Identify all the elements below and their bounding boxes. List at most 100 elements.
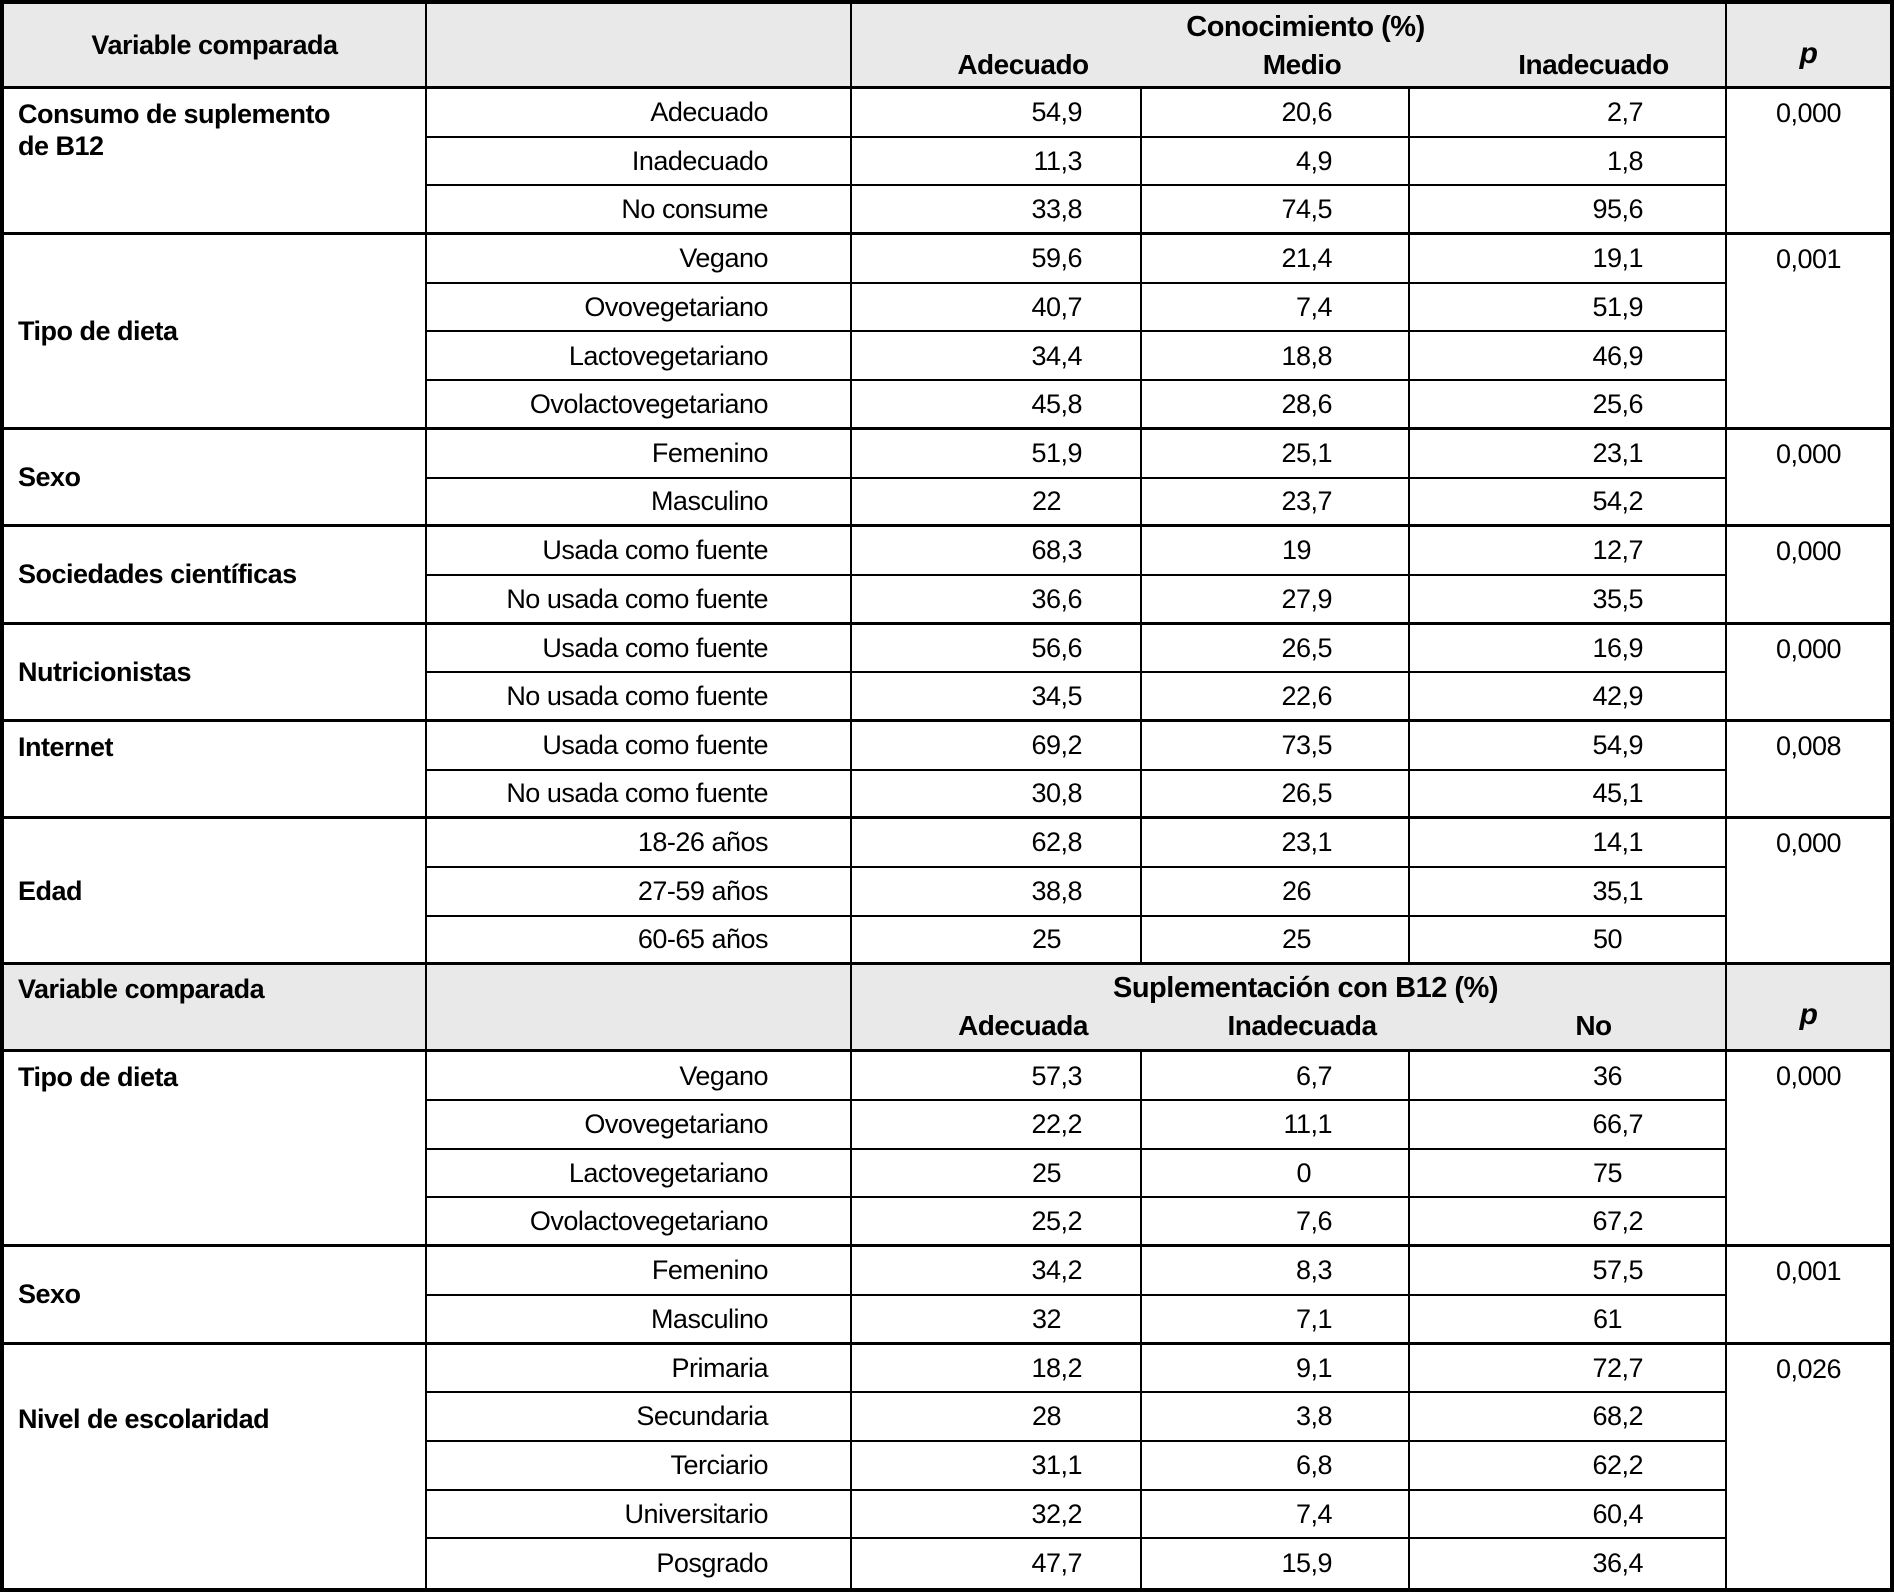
value-cell: 1,8 <box>1410 137 1727 187</box>
value-cell: 62,8 <box>852 819 1142 869</box>
value-cell: 54,9 <box>1410 721 1727 771</box>
value-cell: 45,1 <box>1410 770 1727 820</box>
value-cell: 45,8 <box>852 381 1142 430</box>
value-cell: 34,2 <box>852 1247 1142 1296</box>
value-cell: 23,7 <box>1142 478 1410 528</box>
value-cell: 32,2 <box>852 1490 1142 1540</box>
value-cell: 35,1 <box>1410 868 1727 917</box>
header-subcolumns: Adecuada Inadecuada No <box>852 1009 1725 1043</box>
category-cell: Secundaria <box>427 1393 852 1442</box>
variable-cell: Tipo de dieta <box>4 235 427 430</box>
value-cell: 23,1 <box>1142 819 1410 869</box>
value-cell: 16,9 <box>1410 624 1727 674</box>
category-cell: Adecuado <box>427 89 852 138</box>
value-cell: 75 <box>1410 1149 1727 1199</box>
header-empty-cell <box>427 4 852 89</box>
value-cell: 15,9 <box>1142 1539 1410 1588</box>
category-cell: Usada como fuente <box>427 527 852 576</box>
value-cell: 36,4 <box>1410 1539 1727 1588</box>
variable-cell: Sexo <box>4 429 427 528</box>
category-cell: Posgrado <box>427 1539 852 1588</box>
variable-cell: Internet <box>4 721 427 820</box>
column-header-medio: Medio <box>1262 48 1342 80</box>
comparison-table-grid: Variable comparada Conocimiento (%) Adecua… <box>4 4 1890 1588</box>
value-cell: 54,9 <box>852 89 1142 138</box>
header-variable-label: Variable comparada <box>4 965 427 1053</box>
category-cell: Vegano <box>427 1052 852 1102</box>
p-value-cell: 0,000 <box>1727 527 1890 625</box>
value-cell: 62,2 <box>1410 1441 1727 1491</box>
category-cell: Lactovegetariano <box>427 1149 852 1199</box>
value-cell: 25 <box>1142 916 1410 966</box>
value-cell: 22,6 <box>1142 673 1410 722</box>
value-cell: 57,3 <box>852 1052 1142 1102</box>
value-cell: 54,2 <box>1410 478 1727 528</box>
category-cell: Masculino <box>427 1295 852 1345</box>
p-value-cell: 0,008 <box>1727 722 1890 820</box>
header-group-title: Suplementación con B12 (%) <box>1112 972 1499 1005</box>
value-cell: 0 <box>1142 1149 1410 1199</box>
p-column-header: p <box>1727 4 1890 89</box>
value-cell: 95,6 <box>1410 186 1727 236</box>
value-cell: 27,9 <box>1142 575 1410 625</box>
value-cell: 38,8 <box>852 868 1142 917</box>
category-cell: Primaria <box>427 1344 852 1394</box>
value-cell: 11,1 <box>1142 1101 1410 1150</box>
value-cell: 28 <box>852 1393 1142 1442</box>
value-cell: 50 <box>1410 916 1727 966</box>
category-cell: Masculino <box>427 478 852 528</box>
value-cell: 12,7 <box>1410 527 1727 576</box>
value-cell: 7,4 <box>1142 283 1410 333</box>
value-cell: 31,1 <box>852 1441 1142 1491</box>
category-cell: 18-26 años <box>427 819 852 869</box>
value-cell: 26,5 <box>1142 624 1410 674</box>
value-cell: 8,3 <box>1142 1247 1410 1296</box>
variable-cell: Nutricionistas <box>4 624 427 722</box>
category-cell: No usada como fuente <box>427 575 852 625</box>
header-group-cell: Conocimiento (%) Adecuado Medio Inadecuado <box>852 4 1727 89</box>
value-cell: 67,2 <box>1410 1198 1727 1248</box>
variable-cell: Edad <box>4 819 427 966</box>
variable-cell: Consumo de suplemento de B12 <box>4 89 427 236</box>
value-cell: 25 <box>852 916 1142 966</box>
p-value-cell: 0,001 <box>1727 1247 1890 1345</box>
p-value-cell: 0,000 <box>1727 1052 1890 1248</box>
variable-cell: Sexo <box>4 1247 427 1345</box>
value-cell: 22 <box>852 478 1142 528</box>
value-cell: 6,7 <box>1142 1052 1410 1102</box>
value-cell: 60,4 <box>1410 1490 1727 1540</box>
value-cell: 7,1 <box>1142 1295 1410 1345</box>
value-cell: 42,9 <box>1410 673 1727 722</box>
header-subcolumns: Adecuado Medio Inadecuado <box>852 48 1725 82</box>
value-cell: 69,2 <box>852 721 1142 771</box>
category-cell: Ovolactovegetariano <box>427 1198 852 1248</box>
p-value-cell: 0,000 <box>1727 819 1890 966</box>
value-cell: 73,5 <box>1142 721 1410 771</box>
value-cell: 46,9 <box>1410 332 1727 382</box>
category-cell: Usada como fuente <box>427 624 852 674</box>
value-cell: 25,2 <box>852 1198 1142 1248</box>
p-value-cell: 0,000 <box>1727 625 1890 722</box>
variable-cell: Tipo de dieta <box>4 1052 427 1248</box>
value-cell: 57,5 <box>1410 1247 1727 1296</box>
value-cell: 4,9 <box>1142 137 1410 187</box>
value-cell: 74,5 <box>1142 186 1410 236</box>
value-cell: 34,4 <box>852 332 1142 382</box>
value-cell: 7,4 <box>1142 1490 1410 1540</box>
header-group-title: Conocimiento (%) <box>1186 11 1425 43</box>
variable-cell: Sociedades científicas <box>4 527 427 625</box>
category-cell: Usada como fuente <box>427 721 852 771</box>
value-cell: 51,9 <box>852 429 1142 479</box>
header-empty-cell <box>427 965 852 1053</box>
category-cell: No usada como fuente <box>427 673 852 722</box>
value-cell: 19 <box>1142 527 1410 576</box>
category-cell: 27-59 años <box>427 868 852 917</box>
value-cell: 35,5 <box>1410 575 1727 625</box>
value-cell: 33,8 <box>852 186 1142 236</box>
category-cell: Femenino <box>427 1247 852 1296</box>
value-cell: 19,1 <box>1410 235 1727 284</box>
value-cell: 18,2 <box>852 1344 1142 1394</box>
value-cell: 14,1 <box>1410 819 1727 869</box>
value-cell: 6,8 <box>1142 1441 1410 1491</box>
